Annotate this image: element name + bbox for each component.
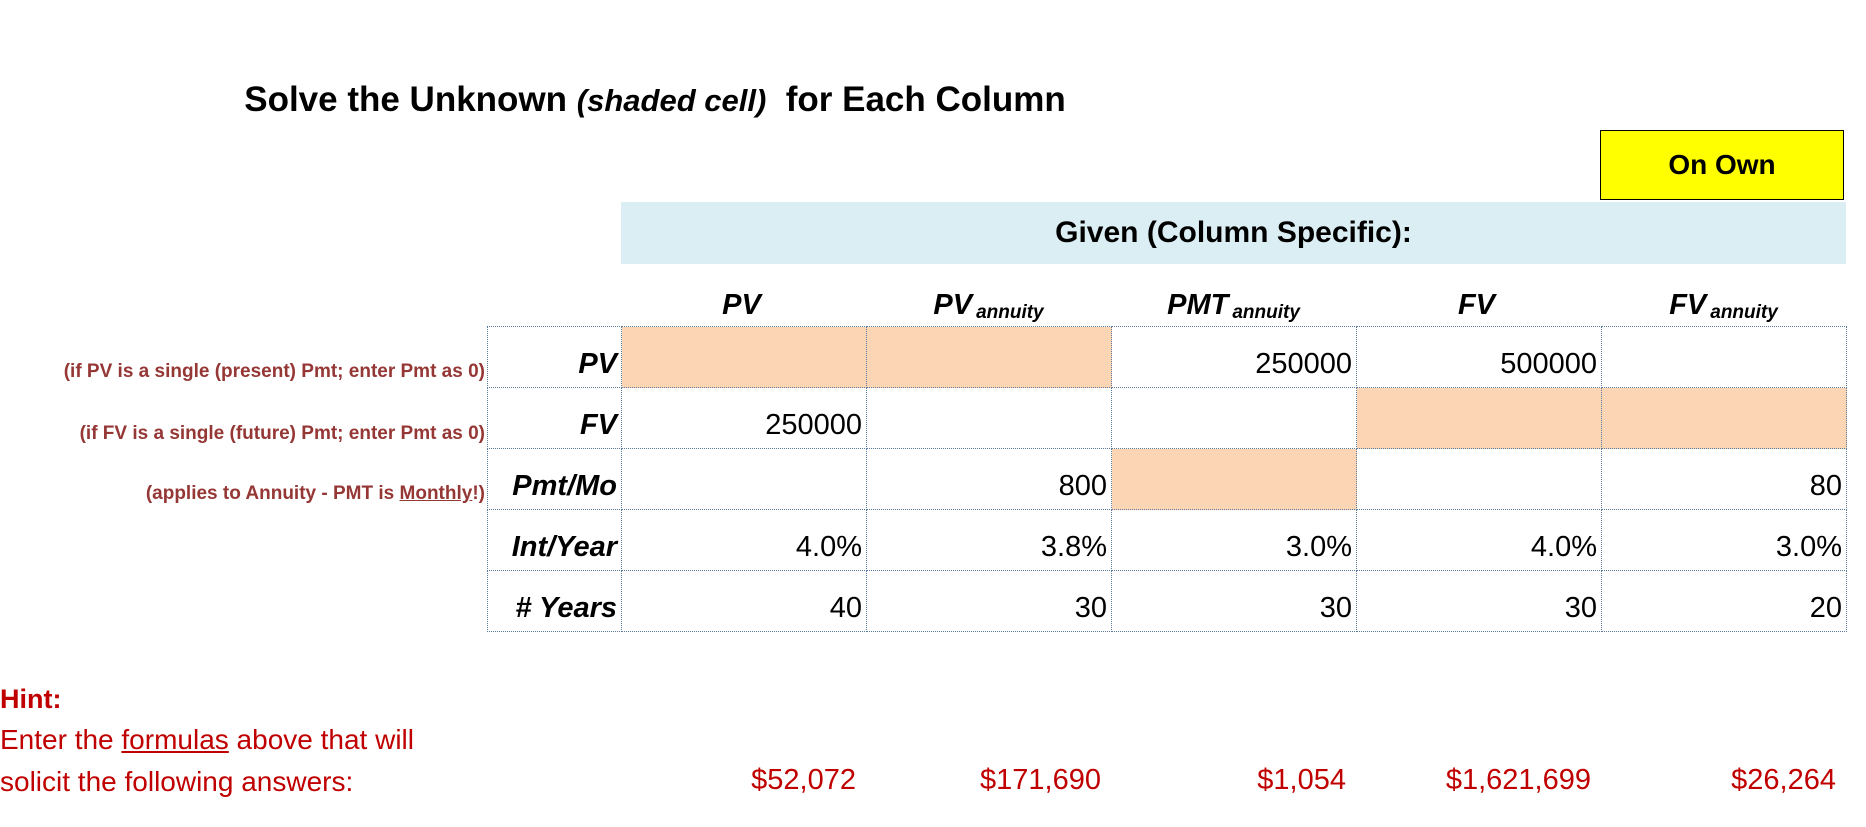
column-header-pv: PV [722,288,761,321]
table-row: Int/Year 4.0% 3.8% 3.0% 4.0% 3.0% [487,509,1847,571]
note-fv: (if FV is a single (future) Pmt; enter P… [79,423,485,444]
cell-years-fv[interactable]: 30 [1356,570,1602,632]
on-own-label: On Own [1668,149,1776,180]
cell-int-fv-annuity[interactable]: 3.0% [1601,509,1847,571]
input-grid: PV 250000 500000 FV 250000 Pmt/Mo 800 80… [487,326,1847,632]
row-label-pv: PV [487,326,622,388]
note-pv: (if PV is a single (present) Pmt; enter … [63,361,485,382]
cell-pmt-fv[interactable] [1356,448,1602,510]
cell-fv-fv[interactable] [1356,387,1602,449]
answer-pmt-annuity: $1,054 [1257,764,1346,796]
title-tail: for Each Column [785,80,1066,119]
hint-title: Hint: [0,684,62,714]
column-header-pv-annuity: PV annuity [933,288,1044,324]
cell-fv-pv[interactable]: 250000 [621,387,867,449]
title-main: Solve the Unknown [244,80,577,119]
given-label: Given (Column Specific): [1055,216,1412,249]
cell-years-pmt-annuity[interactable]: 30 [1111,570,1357,632]
cell-int-pv-annuity[interactable]: 3.8% [866,509,1112,571]
note-pmt: (applies to Annuity - PMT is Monthly!) [145,483,485,504]
cell-pv-fv[interactable]: 500000 [1356,326,1602,388]
row-label-int: Int/Year [487,509,622,571]
cell-pv-pv[interactable] [621,326,867,388]
answer-fv-annuity: $26,264 [1731,764,1836,796]
cell-pv-pv-annuity[interactable] [866,326,1112,388]
column-header-fv-annuity: FV annuity [1669,288,1778,324]
row-label-pmt: Pmt/Mo [487,448,622,510]
cell-pv-fv-annuity[interactable] [1601,326,1847,388]
on-own-badge[interactable]: On Own [1600,130,1844,200]
cell-pmt-pv[interactable] [621,448,867,510]
row-label-fv: FV [487,387,622,449]
cell-int-pv[interactable]: 4.0% [621,509,867,571]
cell-pmt-pmt-annuity[interactable] [1111,448,1357,510]
table-row: PV 250000 500000 [487,326,1847,388]
table-row: Pmt/Mo 800 80 [487,448,1847,510]
cell-fv-fv-annuity[interactable] [1601,387,1847,449]
cell-fv-pmt-annuity[interactable] [1111,387,1357,449]
cell-int-pmt-annuity[interactable]: 3.0% [1111,509,1357,571]
table-row: FV 250000 [487,387,1847,449]
page-title: Solve the Unknown (shaded cell) for Each… [0,80,1310,120]
row-label-years: # Years [487,570,622,632]
cell-fv-pv-annuity[interactable] [866,387,1112,449]
cell-pv-pmt-annuity[interactable]: 250000 [1111,326,1357,388]
cell-years-fv-annuity[interactable]: 20 [1601,570,1847,632]
cell-years-pv[interactable]: 40 [621,570,867,632]
answer-pv-annuity: $171,690 [980,764,1101,796]
cell-pmt-fv-annuity[interactable]: 80 [1601,448,1847,510]
column-header-pmt-annuity: PMT annuity [1167,288,1300,324]
cell-pmt-pv-annuity[interactable]: 800 [866,448,1112,510]
cell-years-pv-annuity[interactable]: 30 [866,570,1112,632]
hint-line-2: solicit the following answers: [0,766,354,797]
hint-line-1: Enter the formulas above that will [0,724,414,755]
answer-fv: $1,621,699 [1445,764,1591,796]
title-subtitle: (shaded cell) [576,83,767,118]
given-banner: Given (Column Specific): [621,202,1846,264]
column-header-fv: FV [1457,288,1496,321]
cell-int-fv[interactable]: 4.0% [1356,509,1602,571]
answer-pv: $52,072 [751,764,856,796]
table-row: # Years 40 30 30 30 20 [487,570,1847,632]
